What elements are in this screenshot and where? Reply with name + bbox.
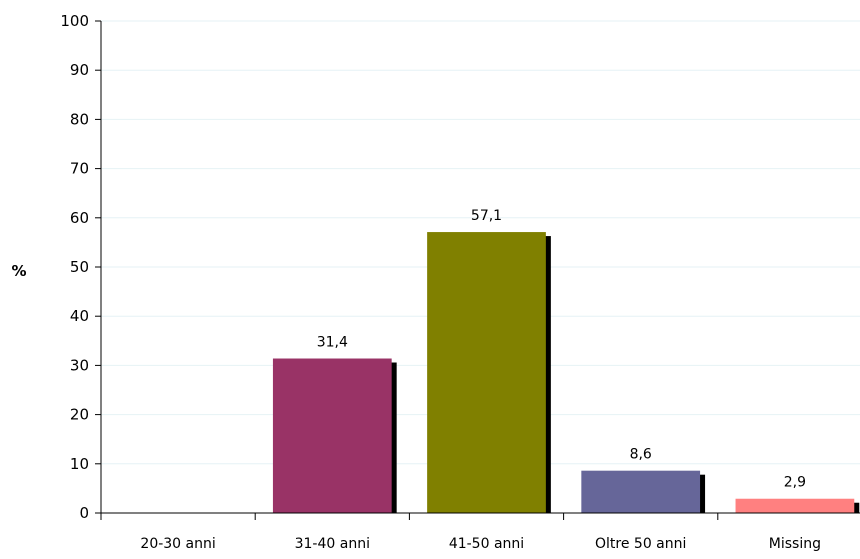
data-label-4: 2,9 — [784, 475, 806, 491]
category-label-2: 41-50 anni — [449, 536, 524, 552]
y-tick-label-20: 20 — [70, 406, 89, 424]
data-label-3: 8,6 — [630, 447, 652, 463]
y-tick-label-0: 0 — [79, 504, 89, 522]
y-tick-label-30: 30 — [70, 356, 89, 374]
data-label-1: 31,4 — [317, 335, 348, 351]
axes — [95, 20, 860, 520]
category-label-3: Oltre 50 anni — [595, 536, 686, 552]
bars — [272, 232, 860, 513]
y-tick-label-40: 40 — [70, 307, 89, 325]
category-label-1: 31-40 anni — [295, 536, 370, 552]
y-tick-label-60: 60 — [70, 209, 89, 227]
bar-3 — [581, 470, 701, 513]
y-tick-label-50: 50 — [70, 258, 89, 276]
y-axis-label: % — [11, 262, 26, 280]
y-tick-label-100: 100 — [60, 12, 89, 30]
bar-2 — [427, 232, 546, 513]
data-label-2: 57,1 — [471, 208, 502, 224]
y-tick-label-70: 70 — [70, 160, 89, 178]
bar-4 — [735, 498, 855, 513]
category-label-4: Missing — [769, 536, 821, 552]
y-tick-label-90: 90 — [70, 61, 89, 79]
y-tick-label-80: 80 — [70, 110, 89, 128]
bar-1 — [272, 358, 392, 513]
category-label-0: 20-30 anni — [140, 536, 215, 552]
y-tick-label-10: 10 — [70, 455, 89, 473]
labels: 0 10 20 30 40 50 60 70 80 90 100 20-30 anni 31,4 31-4… — [60, 12, 821, 552]
